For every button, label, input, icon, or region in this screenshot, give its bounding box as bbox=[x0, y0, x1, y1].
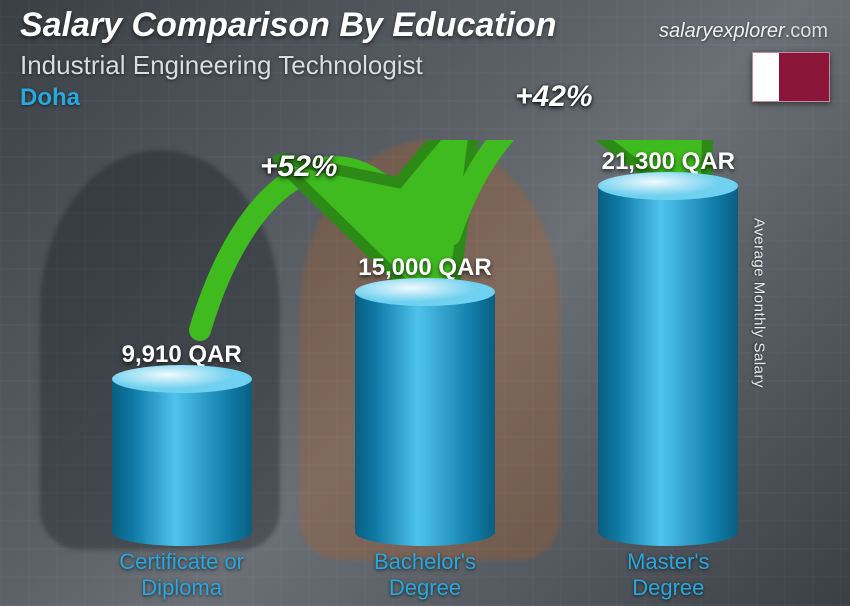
bars-container: 9,910 QAR Certificate orDiploma 15,000 Q… bbox=[60, 140, 790, 546]
increase-pct-label: +52% bbox=[260, 150, 338, 184]
watermark: salaryexplorer.com bbox=[659, 20, 828, 43]
bar-category-label: Bachelor'sDegree bbox=[315, 549, 535, 600]
page-subtitle: Industrial Engineering Technologist bbox=[20, 50, 423, 81]
bar-category-label: Certificate orDiploma bbox=[72, 549, 292, 600]
bar bbox=[112, 379, 252, 546]
watermark-brand: salaryexplorer bbox=[659, 20, 785, 42]
bar-group: 15,000 QAR Bachelor'sDegree bbox=[325, 254, 525, 546]
infographic-stage: Salary Comparison By Education Industria… bbox=[0, 0, 850, 606]
page-title: Salary Comparison By Education bbox=[20, 6, 557, 45]
bar-category-label: Master'sDegree bbox=[558, 549, 778, 600]
bar bbox=[355, 292, 495, 546]
bar-group: 21,300 QAR Master'sDegree bbox=[568, 148, 768, 546]
location-label: Doha bbox=[20, 84, 80, 112]
watermark-domain: .com bbox=[785, 20, 828, 42]
bar bbox=[598, 186, 738, 546]
increase-pct-label: +42% bbox=[515, 80, 593, 114]
salary-bar-chart: 9,910 QAR Certificate orDiploma 15,000 Q… bbox=[60, 140, 790, 546]
qatar-flag-icon bbox=[752, 52, 830, 102]
bar-group: 9,910 QAR Certificate orDiploma bbox=[82, 341, 282, 546]
